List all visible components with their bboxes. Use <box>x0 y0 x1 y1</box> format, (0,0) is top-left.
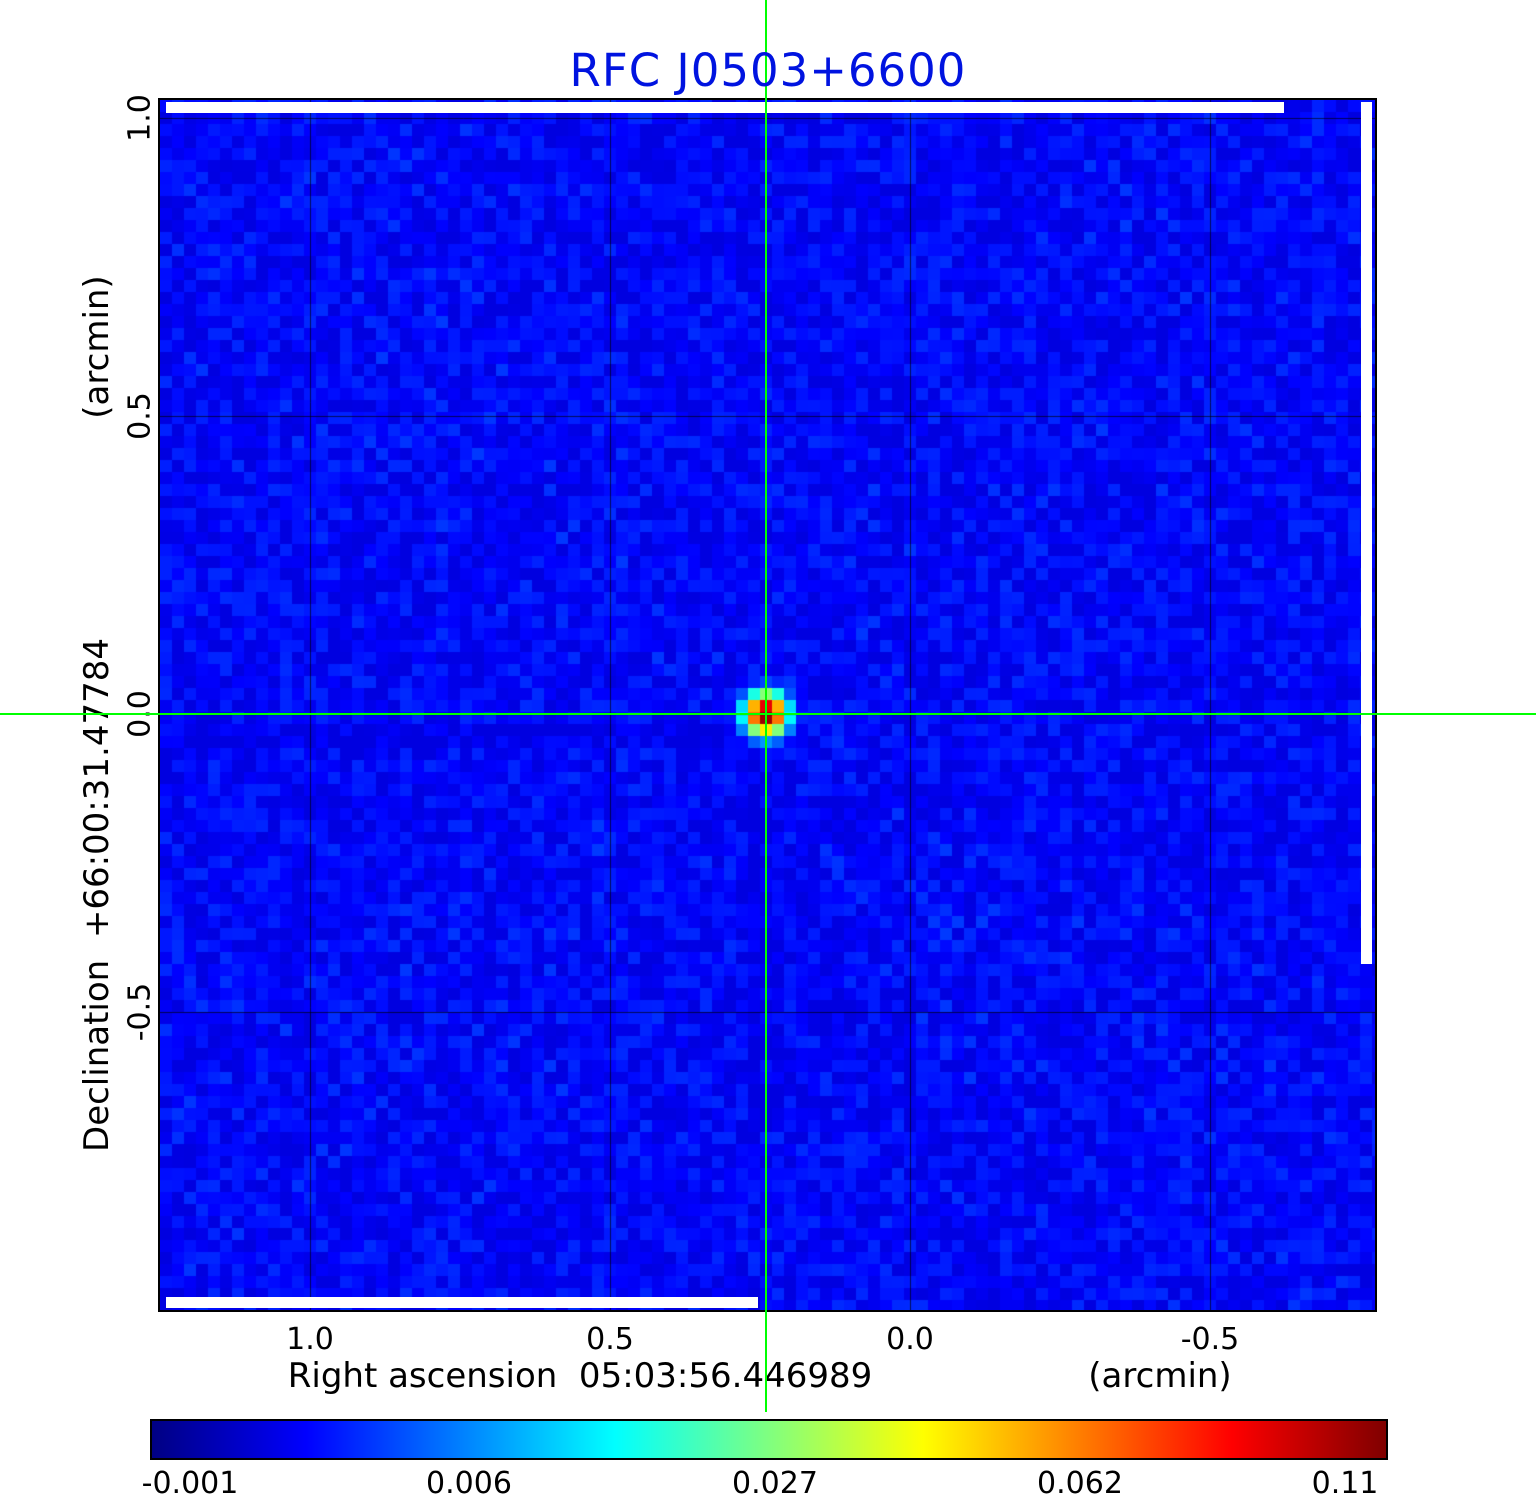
image-gap-bottom <box>166 1297 758 1308</box>
colorbar-tick-label-4: 0.062 <box>1037 1466 1123 1501</box>
crosshair-vertical-line <box>765 0 767 1412</box>
x-axis-label: Right ascension 05:03:56.446989 <box>287 1356 873 1396</box>
y-tick-label-1: 1.0 <box>122 94 158 142</box>
x-tick-label-3: 0.0 <box>886 1322 934 1357</box>
colorbar-tick-label-2: 0.006 <box>426 1466 512 1501</box>
y-axis-label: Declination +66:00:31.47784 <box>77 638 117 1152</box>
colorbar-tick-label-5: 0.11 <box>1311 1466 1379 1501</box>
x-axis-unit-label: (arcmin) <box>1088 1356 1232 1396</box>
colorbar-tick-label-1: -0.001 <box>141 1466 239 1501</box>
image-gap-top <box>166 102 1284 113</box>
image-gap-right <box>1361 102 1372 964</box>
x-tick-label-1: 1.0 <box>286 1322 334 1357</box>
x-tick-label-2: 0.5 <box>586 1322 634 1357</box>
x-tick-label-4: -0.5 <box>1180 1322 1240 1357</box>
colorbar-tick-label-3: 0.027 <box>732 1466 818 1501</box>
y-tick-label-2: 0.5 <box>122 392 158 440</box>
crosshair-horizontal-line <box>0 712 1536 715</box>
plot-title: RFC J0503+6600 <box>569 44 967 97</box>
y-tick-label-4: -0.5 <box>122 982 158 1042</box>
sky-map-panel <box>158 98 1377 1312</box>
y-axis-unit-label: (arcmin) <box>77 275 117 419</box>
colorbar-gradient <box>150 1419 1388 1460</box>
sky-map-canvas <box>160 100 1375 1310</box>
